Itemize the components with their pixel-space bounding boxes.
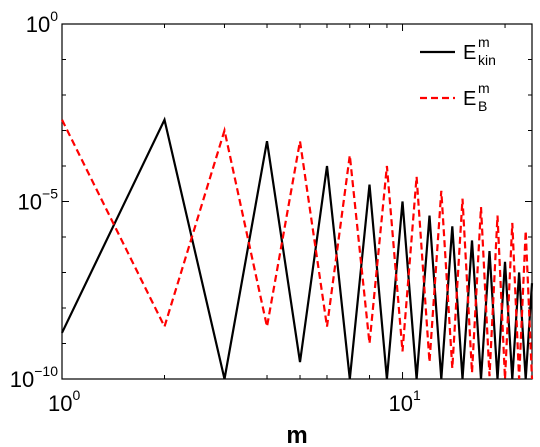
tick-marks bbox=[62, 24, 532, 379]
y-tick-label: 10−5 bbox=[18, 186, 59, 215]
y-tick-label: 100 bbox=[26, 8, 58, 37]
x-tick-label: 101 bbox=[389, 387, 421, 416]
plot-area-frame bbox=[62, 24, 532, 379]
legend: Emkin EmB bbox=[420, 34, 496, 114]
y-tick-label: 10−10 bbox=[10, 363, 58, 392]
legend-label: EmB bbox=[463, 80, 490, 114]
tick-labels: 100 101 100 10−5 10−10 bbox=[10, 8, 421, 416]
x-axis-label: m bbox=[286, 422, 307, 447]
legend-label: Emkin bbox=[463, 34, 496, 68]
series-lines bbox=[62, 120, 532, 379]
x-tick-label: 100 bbox=[48, 387, 80, 416]
